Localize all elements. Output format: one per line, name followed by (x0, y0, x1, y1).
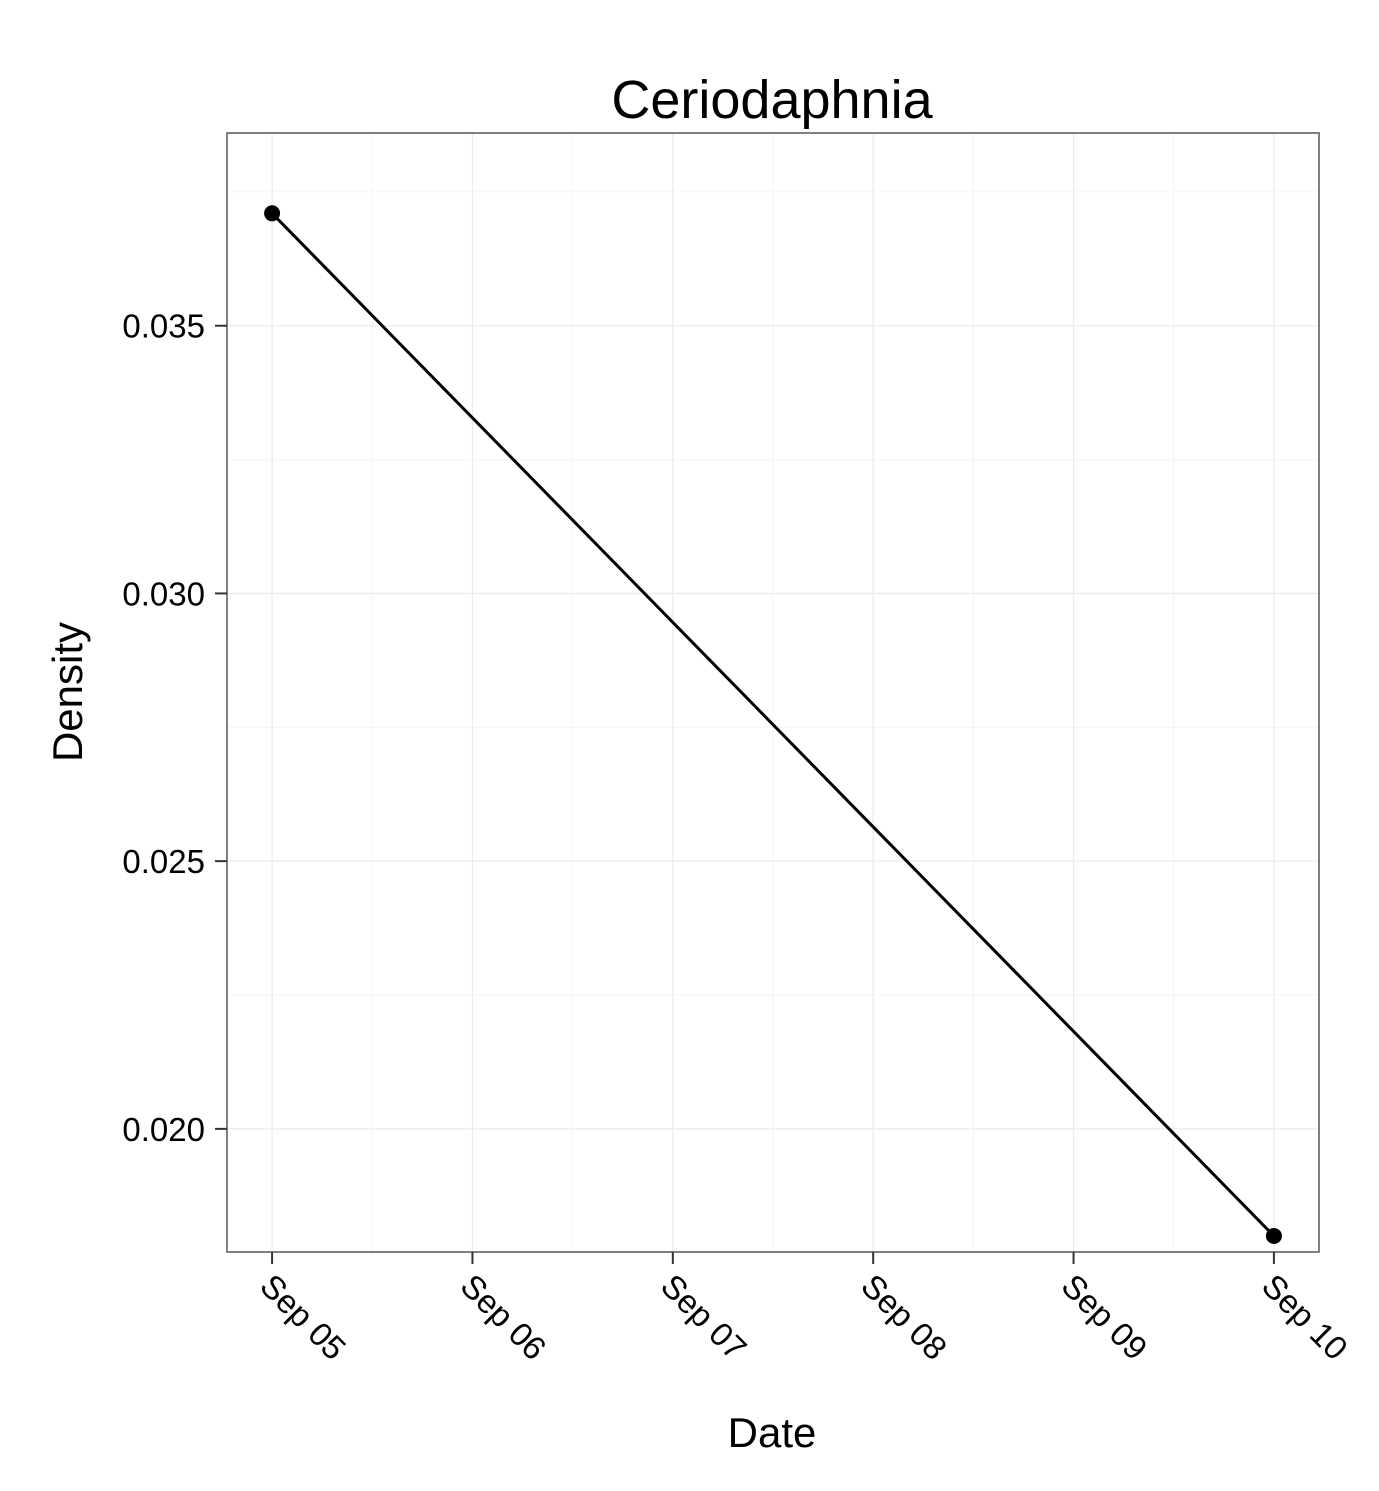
data-point (264, 205, 281, 222)
data-point (1265, 1227, 1282, 1244)
minor-gridlines (227, 133, 1319, 1252)
y-tick-label: 0.035 (122, 308, 205, 345)
chart-title: Ceriodaphnia (611, 70, 933, 130)
plot-panel (226, 132, 1320, 1253)
y-axis-title: Density (44, 622, 91, 762)
series-line (271, 212, 1275, 1237)
y-tick-label: 0.030 (122, 575, 205, 612)
x-axis-title: Date (728, 1409, 817, 1456)
series-layer (264, 205, 1282, 1244)
panel-border (226, 132, 1320, 1253)
y-axis: 0.020 0.025 0.030 0.035 (122, 308, 227, 1148)
y-tick-label: 0.020 (122, 1111, 205, 1148)
y-tick-label: 0.025 (122, 843, 205, 880)
major-gridlines (227, 133, 1319, 1252)
